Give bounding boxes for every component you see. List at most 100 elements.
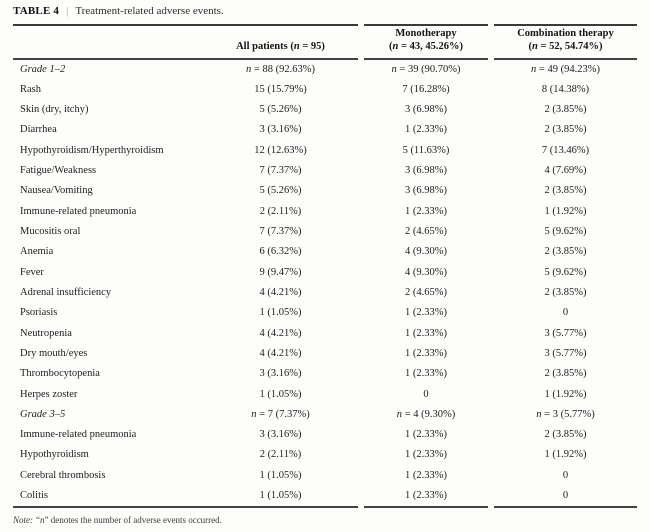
- cell-combination: n = 3 (5.77%): [536, 408, 595, 420]
- cell-monotherapy: n = 39 (90.70%): [391, 63, 461, 75]
- header-all-patients: All patients (n = 95): [203, 41, 358, 59]
- cell-all-patients: n = 7 (7.37%): [251, 408, 310, 420]
- cell-combination: 2 (3.85%): [544, 368, 587, 380]
- rule-segment: [494, 24, 637, 26]
- cell-all-patients: 5 (5.26%): [259, 104, 302, 116]
- rule-segment: [364, 58, 488, 60]
- cell-combination: 1 (1.92%): [544, 205, 587, 217]
- cell-all-patients: 3 (3.16%): [259, 429, 302, 441]
- cell-monotherapy: 0: [423, 388, 429, 400]
- cell-all-patients: 2 (2.11%): [259, 449, 302, 461]
- cell-all-patients: 1 (1.05%): [259, 307, 302, 319]
- cell-all-patients: 3 (3.16%): [259, 368, 302, 380]
- table-row: Immune-related pneumonia 2 (2.11%) 1 (2.…: [13, 202, 637, 222]
- table-row: Hypothyroidism/Hyperthyroidism 12 (12.63…: [13, 141, 637, 161]
- cell-monotherapy: 1 (2.33%): [405, 205, 447, 217]
- row-label: Nausea/Vomiting: [20, 185, 93, 197]
- table-row: Fatigue/Weakness 7 (7.37%) 3 (6.98%) 4 (…: [13, 161, 637, 181]
- rule-segment: [494, 506, 637, 508]
- row-label: Dry mouth/eyes: [20, 347, 88, 359]
- table-row: Psoriasis 1 (1.05%) 1 (2.33%) 0: [13, 303, 637, 323]
- rule-segment: [13, 24, 358, 26]
- cell-combination: 8 (14.38%): [541, 83, 590, 95]
- header-combination: Combination therapy (n = 52, 54.74%): [488, 28, 637, 58]
- row-label: Thrombocytopenia: [20, 368, 100, 380]
- row-label: Immune-related pneumonia: [20, 205, 137, 217]
- table-row: Rash 15 (15.79%) 7 (16.28%) 8 (14.38%): [13, 80, 637, 100]
- rule-segment: [13, 506, 358, 508]
- cell-all-patients: 3 (3.16%): [259, 124, 302, 136]
- row-label: Fever: [20, 266, 44, 278]
- row-label: Adrenal insufficiency: [20, 286, 112, 298]
- cell-combination: 7 (13.46%): [541, 144, 590, 156]
- cell-monotherapy: 1 (2.33%): [405, 124, 447, 136]
- header-all-patients-label: All patients (n = 95): [236, 40, 325, 52]
- rule-segment: [13, 58, 358, 60]
- cell-monotherapy: 1 (2.33%): [405, 429, 447, 441]
- table-row: Neutropenia 4 (4.21%) 1 (2.33%) 3 (5.77%…: [13, 324, 637, 344]
- cell-combination: n = 49 (94.23%): [531, 63, 600, 75]
- table-row: Fever 9 (9.47%) 4 (9.30%) 5 (9.62%): [13, 263, 637, 283]
- table-row-grade-1-2: Grade 1–2 n = 88 (92.63%) n = 39 (90.70%…: [13, 60, 637, 80]
- cell-monotherapy: 1 (2.33%): [405, 449, 447, 461]
- cell-combination: 0: [562, 307, 569, 319]
- cell-monotherapy: 1 (2.33%): [405, 327, 447, 339]
- row-label: Hypothyroidism/Hyperthyroidism: [20, 144, 164, 156]
- cell-monotherapy: 7 (16.28%): [402, 83, 450, 95]
- cell-all-patients: 1 (1.05%): [259, 490, 302, 502]
- cell-monotherapy: 1 (2.33%): [405, 368, 447, 380]
- cell-all-patients: 7 (7.37%): [259, 165, 302, 177]
- cell-monotherapy: 3 (6.98%): [405, 185, 447, 197]
- cell-monotherapy: 4 (9.30%): [405, 246, 447, 258]
- row-label: Herpes zoster: [20, 388, 78, 400]
- cell-all-patients: n = 88 (92.63%): [246, 63, 315, 75]
- table-header-row: All patients (n = 95) Monotherapy (n = 4…: [13, 26, 637, 58]
- table-row: Nausea/Vomiting 5 (5.26%) 3 (6.98%) 2 (3…: [13, 181, 637, 201]
- cell-combination: 5 (9.62%): [544, 266, 587, 278]
- footnote-prefix: Note:: [13, 514, 33, 525]
- row-label: Anemia: [20, 246, 54, 258]
- header-monotherapy: Monotherapy (n = 43, 45.26%): [358, 28, 488, 58]
- table-row: Immune-related pneumonia 3 (3.16%) 1 (2.…: [13, 425, 637, 445]
- cell-all-patients: 1 (1.05%): [259, 388, 302, 400]
- cell-monotherapy: 3 (6.98%): [405, 104, 447, 116]
- cell-all-patients: 4 (4.21%): [259, 347, 302, 359]
- cell-monotherapy: 1 (2.33%): [405, 307, 447, 319]
- table-top-rule: [13, 24, 637, 26]
- table-body: Grade 1–2 n = 88 (92.63%) n = 39 (90.70%…: [13, 60, 637, 507]
- cell-monotherapy: 4 (9.30%): [405, 266, 447, 278]
- row-label: Diarrhea: [20, 124, 57, 136]
- rule-segment: [494, 58, 637, 60]
- cell-combination: 1 (1.92%): [544, 449, 587, 461]
- cell-all-patients: 12 (12.63%): [254, 144, 307, 156]
- cell-combination: 2 (3.85%): [544, 246, 587, 258]
- cell-combination: 3 (5.77%): [544, 327, 587, 339]
- cell-combination: 3 (5.77%): [544, 347, 587, 359]
- cell-combination: 5 (9.62%): [544, 226, 587, 237]
- cell-combination: 2 (3.85%): [544, 286, 587, 298]
- table-caption: TABLE 4 | Treatment-related adverse events…: [13, 4, 637, 24]
- row-label: Hypothyroidism: [20, 449, 89, 461]
- table-header-rule: [13, 58, 637, 60]
- cell-all-patients: 15 (15.79%): [254, 83, 307, 95]
- row-label: Colitis: [20, 490, 49, 502]
- cell-combination: 2 (3.85%): [544, 104, 587, 116]
- table-row: Herpes zoster 1 (1.05%) 0 1 (1.92%): [13, 385, 637, 405]
- cell-monotherapy: 3 (6.98%): [405, 165, 447, 177]
- cell-combination: 2 (3.85%): [544, 429, 587, 441]
- row-label: Neutropenia: [20, 327, 72, 339]
- row-label: Cerebral thrombosis: [20, 469, 106, 481]
- table-caption-text: Treatment-related adverse events.: [75, 5, 224, 17]
- cell-monotherapy: 1 (2.33%): [405, 347, 447, 359]
- table-row: Mucositis oral 7 (7.37%) 2 (4.65%) 5 (9.…: [13, 222, 637, 242]
- header-combination-title: Combination therapy: [517, 28, 614, 39]
- cell-monotherapy: 2 (4.65%): [405, 226, 447, 237]
- table-row: Diarrhea 3 (3.16%) 1 (2.33%) 2 (3.85%): [13, 120, 637, 140]
- cell-combination: 4 (7.69%): [544, 165, 587, 177]
- table-caption-separator: |: [66, 5, 69, 17]
- row-label: Immune-related pneumonia: [20, 429, 137, 441]
- row-label: Mucositis oral: [20, 226, 81, 237]
- table-row: Colitis 1 (1.05%) 1 (2.33%) 0: [13, 486, 637, 506]
- table-row-grade-3-5: Grade 3–5 n = 7 (7.37%) n = 4 (9.30%) n …: [13, 405, 637, 425]
